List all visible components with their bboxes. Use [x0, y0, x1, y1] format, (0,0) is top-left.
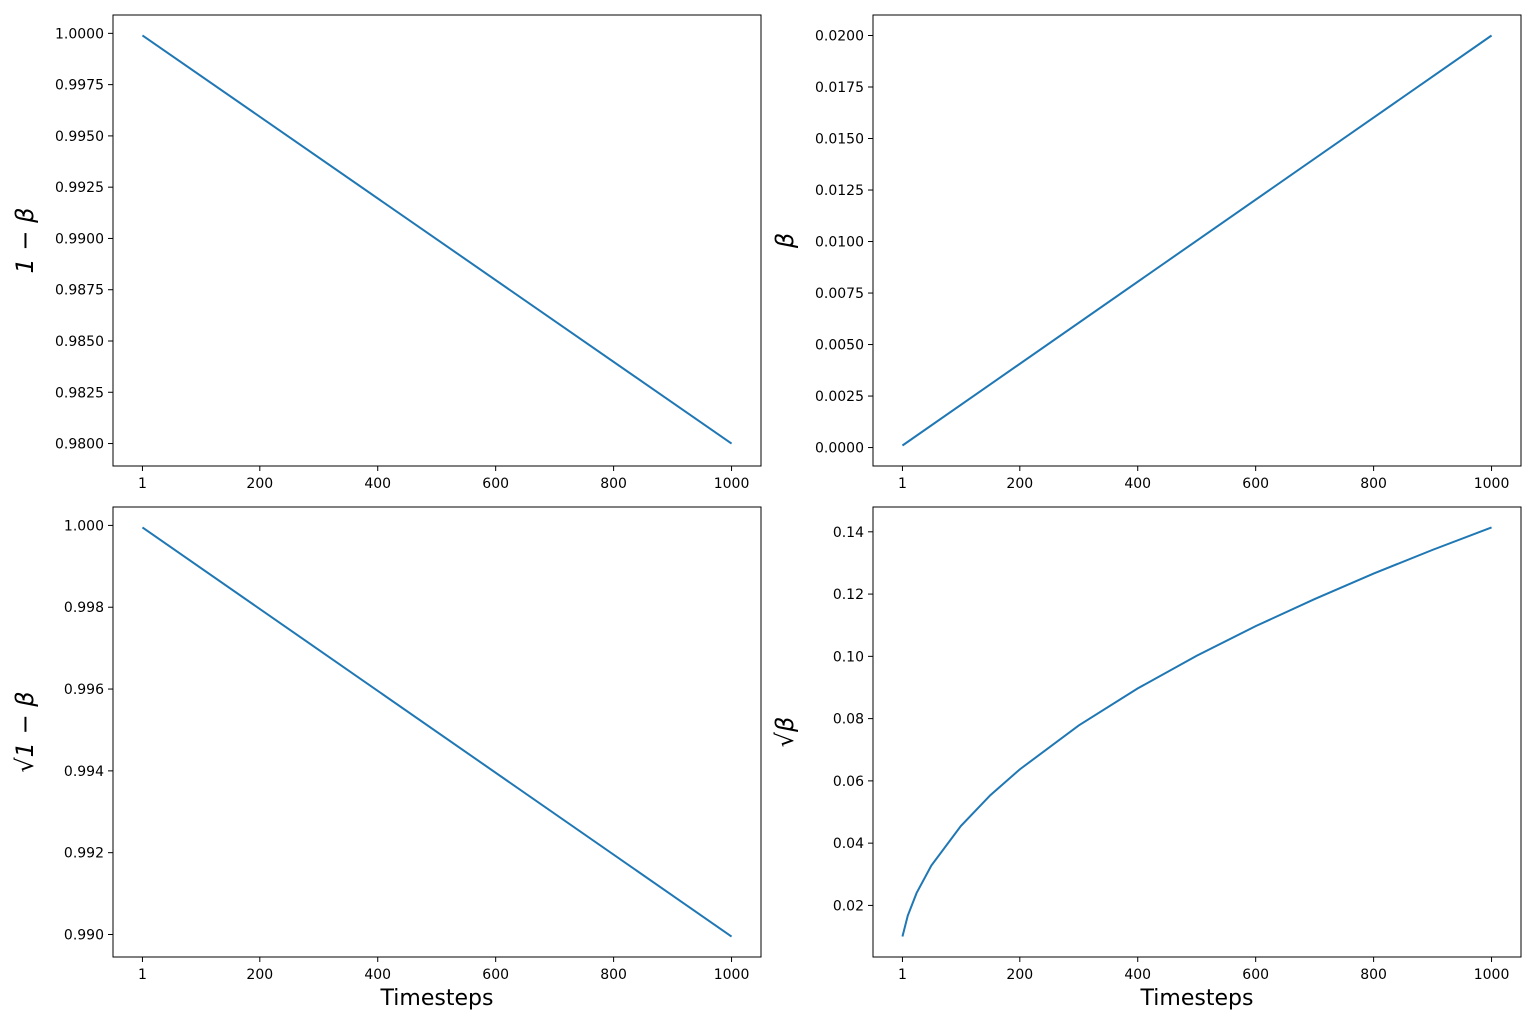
y-tick-label: 1.0000 — [55, 26, 104, 42]
y-tick-label: 0.990 — [64, 928, 104, 944]
y-tick-label: 0.08 — [833, 712, 864, 728]
y-axis-label: β — [771, 233, 799, 249]
y-tick-label: 0.9850 — [55, 334, 104, 350]
y-tick-label: 0.9925 — [55, 180, 104, 196]
y-tick-label: 0.0200 — [815, 29, 864, 45]
x-tick-label: 800 — [600, 967, 627, 983]
axes-frame — [112, 14, 762, 467]
x-axis-label: Timesteps — [380, 986, 494, 1011]
y-axis-label: 1 − β — [11, 208, 39, 274]
x-tick-label: 800 — [1360, 476, 1387, 492]
y-tick-label: 0.9900 — [55, 231, 104, 247]
y-tick-label: 0.04 — [833, 836, 864, 852]
y-tick-label: 0.0075 — [815, 286, 864, 302]
x-tick-label: 400 — [1124, 967, 1151, 983]
x-tick-label: 400 — [1124, 476, 1151, 492]
x-tick-label: 1 — [898, 476, 907, 492]
subplot: 1 200 400 600 800 1000 0.14 0.12 0.10 0.08 0.06 0.0… — [771, 506, 1522, 1011]
y-tick-label: 0.0175 — [815, 80, 864, 96]
line-series — [901, 34, 1493, 447]
y-tick-label: 0.10 — [833, 649, 864, 665]
y-tick-label: 0.9875 — [55, 283, 104, 299]
y-tick-label: 0.0125 — [815, 183, 864, 199]
x-tick-label: 1000 — [1474, 476, 1510, 492]
y-tick-label: 0.9950 — [55, 129, 104, 145]
x-tick-label: 1 — [138, 476, 147, 492]
x-tick-label: 600 — [1242, 476, 1269, 492]
y-tick-label: 0.0000 — [815, 441, 864, 457]
y-tick-label: 0.02 — [833, 898, 864, 914]
subplot: 1 200 400 600 800 1000 1.0000 0.9975 0.9950 0.992… — [11, 14, 762, 492]
y-tick-label: 0.994 — [64, 764, 104, 780]
y-tick-label: 0.14 — [833, 525, 864, 541]
x-tick-label: 600 — [1242, 967, 1269, 983]
x-axis-label: Timesteps — [1140, 986, 1254, 1011]
subplot: 1 200 400 600 800 1000 1.000 0.998 0.996 0.994 0.9… — [11, 506, 762, 1011]
x-tick-label: 400 — [364, 476, 391, 492]
x-tick-label: 1 — [138, 967, 147, 983]
subplot: 1 200 400 600 800 1000 0.0200 0.0175 0.0150 0.012… — [771, 14, 1522, 492]
x-tick-label: 600 — [482, 476, 509, 492]
y-tick-label: 0.996 — [64, 682, 104, 698]
x-tick-label: 200 — [1006, 476, 1033, 492]
y-axis-label: √1 − β — [11, 691, 39, 772]
x-tick-label: 600 — [482, 967, 509, 983]
y-tick-label: 0.0050 — [815, 338, 864, 354]
y-tick-label: 0.992 — [64, 846, 104, 862]
y-tick-label: 0.9800 — [55, 437, 104, 453]
x-tick-label: 1000 — [714, 967, 750, 983]
axes-frame — [872, 506, 1522, 958]
x-tick-label: 1000 — [714, 476, 750, 492]
line-series — [901, 526, 1492, 937]
x-tick-label: 200 — [246, 476, 273, 492]
line-series — [141, 34, 733, 445]
x-tick-label: 800 — [600, 476, 627, 492]
line-series — [141, 526, 733, 938]
x-tick-label: 400 — [364, 967, 391, 983]
y-tick-label: 0.9825 — [55, 385, 104, 401]
y-tick-label: 0.0150 — [815, 132, 864, 148]
y-tick-label: 0.9975 — [55, 78, 104, 94]
y-tick-label: 0.12 — [833, 587, 864, 603]
y-tick-label: 0.06 — [833, 774, 864, 790]
axes-frame — [872, 14, 1522, 467]
x-tick-label: 200 — [246, 967, 273, 983]
y-tick-label: 0.0025 — [815, 389, 864, 405]
x-tick-label: 800 — [1360, 967, 1387, 983]
y-tick-label: 1.000 — [64, 518, 104, 534]
y-tick-label: 0.998 — [64, 600, 104, 616]
y-tick-label: 0.0100 — [815, 235, 864, 251]
y-axis-label: √β — [771, 717, 799, 748]
x-tick-label: 1000 — [1474, 967, 1510, 983]
x-tick-label: 1 — [898, 967, 907, 983]
axes-frame — [112, 506, 762, 958]
x-tick-label: 200 — [1006, 967, 1033, 983]
